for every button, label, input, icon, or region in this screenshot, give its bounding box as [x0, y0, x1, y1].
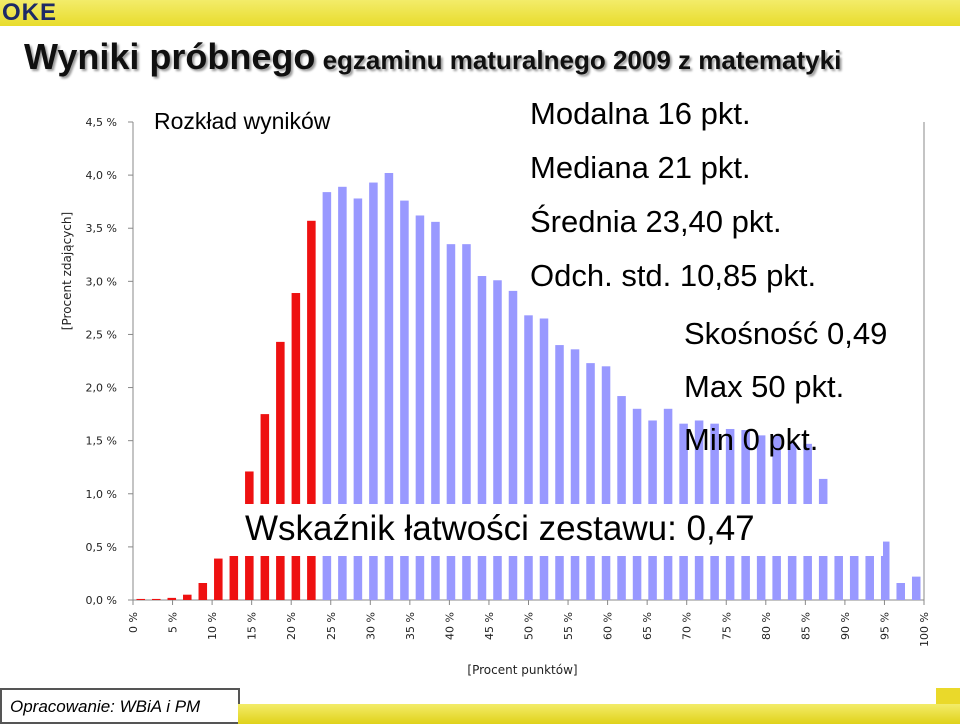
easiness-index: Wskaźnik łatwości zestawu: 0,47 — [183, 504, 883, 556]
footer-credit: Opracowanie: WBiA i PM — [10, 697, 201, 716]
histogram-bar — [880, 541, 890, 600]
footer-box: Opracowanie: WBiA i PM — [0, 688, 240, 724]
histogram-bar — [415, 215, 425, 600]
x-tick-label: 80 % — [760, 612, 773, 640]
stat-max: Max 50 pkt. — [684, 369, 845, 404]
histogram-bar — [338, 186, 347, 601]
histogram-bar — [353, 198, 363, 600]
oke-logo: OKE — [2, 0, 58, 26]
histogram-bar — [322, 192, 332, 601]
x-tick-label: 0 % — [127, 612, 140, 633]
histogram-bar — [493, 280, 502, 600]
stat-min: Min 0 pkt. — [684, 422, 819, 457]
x-tick-label: 15 % — [246, 612, 259, 640]
x-tick-label: 55 % — [562, 612, 575, 640]
title-rest: egzaminu maturalnego 2009 z matematyki — [315, 45, 842, 75]
stat-sd: Odch. std. 10,85 pkt. — [530, 258, 817, 293]
x-tick-label: 50 % — [523, 612, 536, 640]
x-tick-label: 45 % — [483, 612, 496, 640]
histogram-bar — [539, 318, 549, 600]
histogram-bar — [555, 345, 564, 600]
histogram-bar — [431, 221, 440, 600]
histogram-bar — [911, 576, 921, 600]
x-tick-label: 65 % — [641, 612, 654, 640]
stat-mode: Modalna 16 pkt. — [530, 96, 751, 131]
page-title: Wyniki próbnego egzaminu maturalnego 200… — [24, 36, 954, 78]
x-tick-label: 35 % — [404, 612, 417, 640]
histogram-bar — [508, 290, 518, 600]
histogram-bar — [524, 315, 533, 600]
x-tick-label: 95 % — [878, 612, 891, 640]
y-tick-label: 3,5 % — [86, 222, 117, 235]
histogram-bar — [307, 220, 316, 600]
x-tick-label: 5 % — [167, 612, 180, 633]
x-tick-label: 75 % — [720, 612, 733, 640]
y-tick-label: 4,0 % — [86, 169, 117, 182]
x-axis-label: [Procent punktów] — [467, 663, 577, 677]
histogram-bar — [446, 244, 456, 600]
histogram-bar — [570, 349, 580, 600]
histogram-bar — [601, 366, 611, 600]
histogram-bar — [369, 182, 378, 601]
histogram-bar — [617, 396, 626, 600]
histogram-bar — [400, 200, 409, 600]
title-bold: Wyniki próbnego — [24, 36, 316, 77]
x-tick-label: 60 % — [602, 612, 615, 640]
y-tick-label: 4,5 % — [86, 116, 117, 129]
histogram-bar — [384, 172, 394, 600]
histogram-bar — [477, 276, 487, 600]
x-tick-label: 40 % — [443, 612, 456, 640]
y-tick-label: 0,5 % — [86, 541, 117, 554]
x-tick-label: 30 % — [364, 612, 377, 640]
y-tick-label: 0,0 % — [86, 594, 117, 607]
histogram-bar — [896, 583, 905, 600]
histogram-bar — [214, 558, 223, 600]
histogram-bar — [586, 363, 595, 600]
histogram-bar — [291, 293, 301, 600]
y-tick-label: 2,0 % — [86, 382, 117, 395]
histogram-bar — [865, 536, 874, 600]
histogram-bar — [136, 598, 146, 600]
x-tick-label: 70 % — [681, 612, 694, 640]
x-tick-label: 20 % — [285, 612, 298, 640]
x-tick-label: 10 % — [206, 612, 219, 640]
x-tick-label: 25 % — [325, 612, 338, 640]
footer: Opracowanie: WBiA i PM — [0, 688, 960, 724]
y-tick-label: 1,5 % — [86, 435, 117, 448]
histogram-bar — [834, 536, 843, 600]
stat-median: Mediana 21 pkt. — [530, 150, 751, 185]
stat-mean: Średnia 23,40 pkt. — [530, 204, 782, 239]
y-axis-label: [Procent zdających] — [60, 212, 74, 330]
x-tick-label: 85 % — [799, 612, 812, 640]
top-banner: OKE — [0, 0, 960, 26]
histogram-bar — [167, 597, 177, 600]
histogram-bar — [183, 594, 192, 600]
histogram-bar — [152, 598, 161, 600]
footer-bar — [238, 704, 960, 724]
histogram-bar — [229, 536, 239, 600]
histogram-bar — [462, 244, 471, 600]
chart-subtitle: Rozkład wyników — [150, 108, 335, 135]
x-tick-label: 90 % — [839, 612, 852, 640]
histogram-bar — [276, 341, 285, 600]
stat-skewness: Skośność 0,49 — [684, 316, 888, 351]
y-tick-label: 1,0 % — [86, 488, 117, 501]
y-tick-label: 2,5 % — [86, 328, 117, 341]
y-tick-label: 3,0 % — [86, 275, 117, 288]
x-tick-label: 100 % — [918, 612, 931, 647]
histogram-bar — [198, 583, 208, 600]
footer-square — [936, 688, 960, 704]
histogram-bar — [849, 536, 859, 600]
